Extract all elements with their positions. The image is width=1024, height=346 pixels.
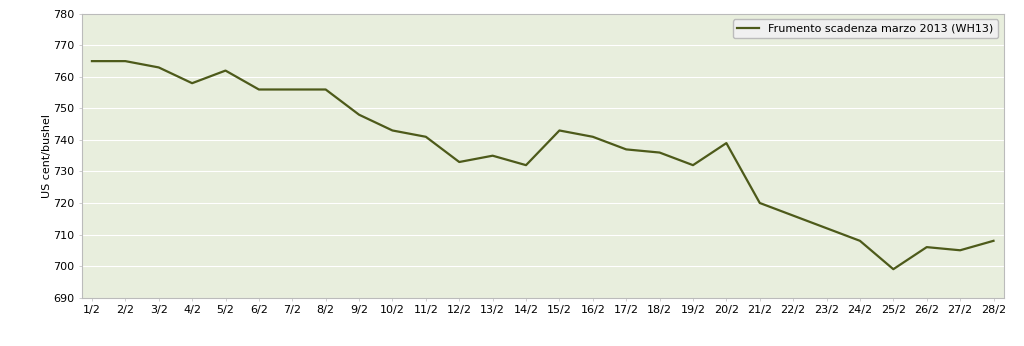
Frumento scadenza marzo 2013 (WH13) bbox=[754, 201, 766, 205]
Frumento scadenza marzo 2013 (WH13) bbox=[153, 65, 165, 70]
Frumento scadenza marzo 2013 (WH13) bbox=[86, 59, 98, 63]
Frumento scadenza marzo 2013 (WH13) bbox=[887, 267, 899, 271]
Line: Frumento scadenza marzo 2013 (WH13): Frumento scadenza marzo 2013 (WH13) bbox=[92, 61, 993, 269]
Frumento scadenza marzo 2013 (WH13) bbox=[119, 59, 131, 63]
Frumento scadenza marzo 2013 (WH13) bbox=[921, 245, 933, 249]
Frumento scadenza marzo 2013 (WH13) bbox=[453, 160, 465, 164]
Frumento scadenza marzo 2013 (WH13) bbox=[353, 113, 366, 117]
Frumento scadenza marzo 2013 (WH13) bbox=[954, 248, 967, 252]
Frumento scadenza marzo 2013 (WH13) bbox=[987, 239, 999, 243]
Frumento scadenza marzo 2013 (WH13) bbox=[186, 81, 199, 85]
Frumento scadenza marzo 2013 (WH13) bbox=[653, 151, 666, 155]
Frumento scadenza marzo 2013 (WH13) bbox=[319, 88, 332, 92]
Frumento scadenza marzo 2013 (WH13) bbox=[553, 128, 565, 133]
Frumento scadenza marzo 2013 (WH13) bbox=[520, 163, 532, 167]
Legend: Frumento scadenza marzo 2013 (WH13): Frumento scadenza marzo 2013 (WH13) bbox=[733, 19, 998, 38]
Frumento scadenza marzo 2013 (WH13) bbox=[720, 141, 732, 145]
Frumento scadenza marzo 2013 (WH13) bbox=[621, 147, 633, 152]
Frumento scadenza marzo 2013 (WH13) bbox=[820, 226, 833, 230]
Frumento scadenza marzo 2013 (WH13) bbox=[219, 69, 231, 73]
Frumento scadenza marzo 2013 (WH13) bbox=[253, 88, 265, 92]
Frumento scadenza marzo 2013 (WH13) bbox=[587, 135, 599, 139]
Frumento scadenza marzo 2013 (WH13) bbox=[420, 135, 432, 139]
Frumento scadenza marzo 2013 (WH13) bbox=[386, 128, 398, 133]
Frumento scadenza marzo 2013 (WH13) bbox=[687, 163, 699, 167]
Frumento scadenza marzo 2013 (WH13) bbox=[787, 213, 800, 218]
Y-axis label: US cent/bushel: US cent/bushel bbox=[42, 114, 52, 198]
Frumento scadenza marzo 2013 (WH13) bbox=[854, 239, 866, 243]
Frumento scadenza marzo 2013 (WH13) bbox=[486, 154, 499, 158]
Frumento scadenza marzo 2013 (WH13) bbox=[286, 88, 298, 92]
